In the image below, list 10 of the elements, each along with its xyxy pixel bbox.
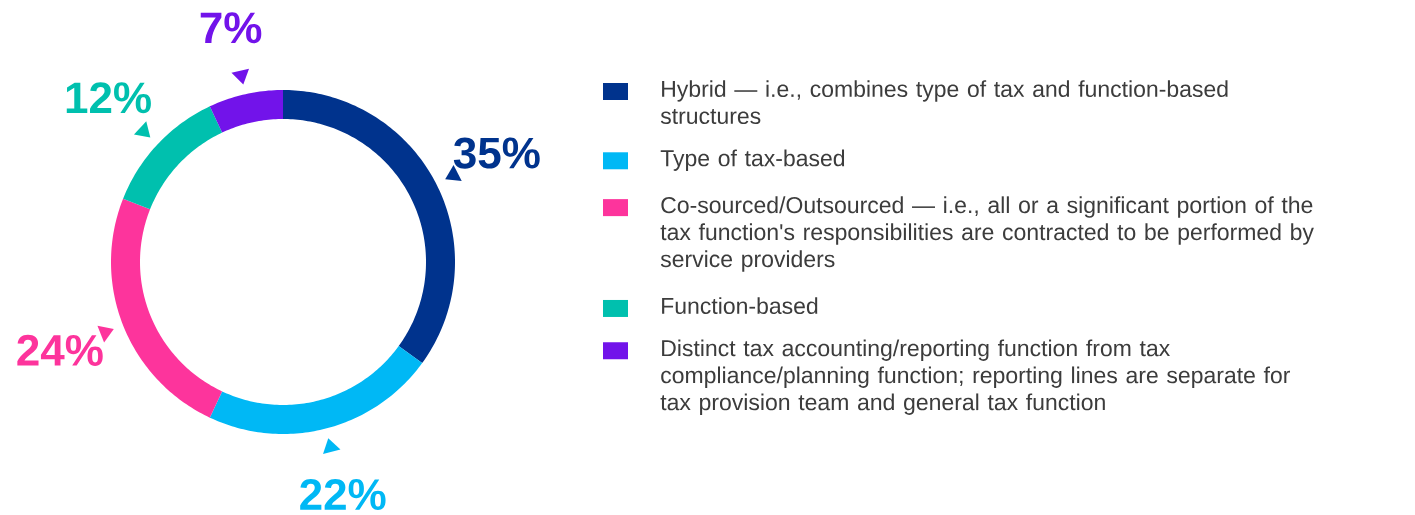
data-label: 12% (66, 82, 151, 114)
legend-label: Distinct tax accounting/reporting function from tax compliance/planning function; reporting lines are separate for tax provision team and general tax function (660, 339, 1291, 415)
data-label: 24% (17, 334, 103, 366)
legend-label: Function-based (662, 297, 818, 315)
legend-label: Co-sourced/Outsourced — i.e., all or a significant portion of the tax function's responsibilities are contracted to be performed by service providers (660, 196, 1314, 272)
data-label: 22% (300, 478, 386, 510)
data-label: 35% (453, 137, 540, 169)
data-label: 7% (200, 12, 262, 44)
legend-label: Hybrid — i.e., combines type of tax and function-based structures (660, 80, 1228, 125)
legend-label: Type of tax-based (660, 149, 845, 171)
